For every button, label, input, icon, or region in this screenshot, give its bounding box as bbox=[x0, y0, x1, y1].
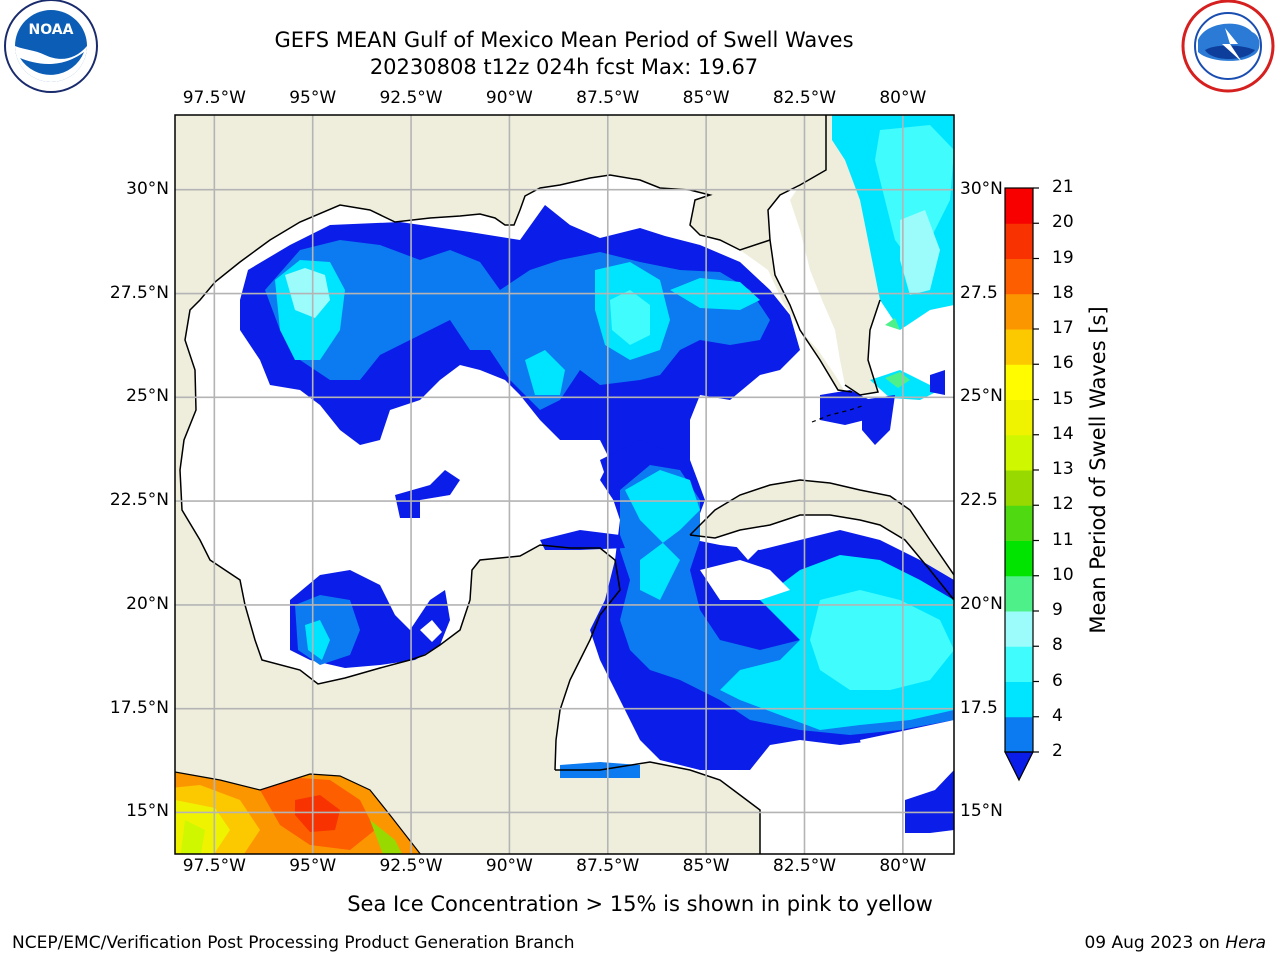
y-tick-label-left: 22.5°N bbox=[109, 490, 169, 511]
x-tick-label-top: 90°W bbox=[485, 88, 533, 108]
y-tick-label-left: 15°N bbox=[126, 801, 169, 822]
chart-title: GEFS MEAN Gulf of Mexico Mean Period of … bbox=[274, 28, 854, 52]
y-tick-label-left: 27.5°N bbox=[109, 282, 169, 303]
footer-date-text: 09 Aug 2023 on bbox=[1084, 933, 1226, 953]
y-tick-label-left: 17.5°N bbox=[109, 697, 169, 718]
nws-logo bbox=[1181, 0, 1275, 93]
x-tick-label-bottom: 80°W bbox=[879, 856, 927, 876]
colorbar-tick-label: 10 bbox=[1052, 564, 1074, 585]
colorbar-tick-label: 13 bbox=[1052, 459, 1074, 479]
colorbar-tick-label: 11 bbox=[1052, 529, 1074, 550]
y-tick-label-right: 15°N bbox=[960, 801, 1003, 822]
colorbar-segment bbox=[1005, 470, 1033, 506]
noaa-logo: NOAA bbox=[4, 0, 98, 93]
x-tick-label-top: 85°W bbox=[682, 88, 730, 108]
colorbar-tick-label: 18 bbox=[1052, 282, 1074, 303]
y-tick-label-right: 20°N bbox=[960, 593, 1003, 614]
land-north-america bbox=[175, 115, 954, 854]
colorbar-segment bbox=[1005, 399, 1033, 436]
colorbar-tick-label: 9 bbox=[1052, 600, 1063, 620]
colorbar-tick-label: 17 bbox=[1052, 318, 1074, 338]
colorbar-segment bbox=[1005, 364, 1033, 400]
footer-host: Hera bbox=[1225, 933, 1266, 953]
colorbar-tick-label: 4 bbox=[1052, 705, 1063, 726]
x-tick-label-top: 95°W bbox=[289, 88, 337, 108]
y-tick-label-left: 30°N bbox=[126, 178, 169, 199]
noaa-logo-text: NOAA bbox=[29, 22, 74, 38]
colorbar-extend-arrow bbox=[1004, 751, 1034, 782]
x-tick-label-top: 92.5°W bbox=[379, 88, 443, 108]
colorbar-tick-label: 19 bbox=[1052, 247, 1074, 268]
land-cuba bbox=[690, 480, 954, 600]
colorbar-tick-label: 21 bbox=[1052, 177, 1074, 197]
x-tick-label-bottom: 97.5°W bbox=[182, 856, 246, 876]
y-tick-label-right: 25°N bbox=[960, 386, 1003, 407]
colorbar-segment bbox=[1005, 223, 1033, 259]
x-tick-label-bottom: 90°W bbox=[485, 856, 533, 876]
x-tick-label-bottom: 85°W bbox=[682, 856, 730, 876]
x-tick-label-top: 82.5°W bbox=[772, 88, 837, 108]
colorbar-label: Mean Period of Swell Waves [s] bbox=[1086, 306, 1110, 634]
colorbar-tick-label: 20 bbox=[1052, 212, 1074, 233]
colorbar-tick-label: 2 bbox=[1052, 741, 1063, 761]
colorbar-segment bbox=[1005, 188, 1033, 224]
colorbar-tick-label: 16 bbox=[1052, 353, 1074, 374]
colorbar-tick-label: 6 bbox=[1052, 670, 1063, 691]
x-tick-label-top: 80°W bbox=[879, 88, 927, 108]
y-tick-label-right: 17.5 bbox=[960, 697, 998, 718]
colorbar-segment bbox=[1005, 434, 1033, 471]
footer-date: 09 Aug 2023 on Hera bbox=[1084, 933, 1266, 953]
y-tick-label-left: 20°N bbox=[126, 593, 169, 614]
swell-field bbox=[240, 115, 954, 833]
chart-subtitle: 20230808 t12z 024h fcst Max: 19.67 bbox=[369, 55, 759, 79]
y-tick-label-left: 25°N bbox=[126, 386, 169, 407]
y-tick-label-right: 22.5 bbox=[960, 490, 998, 511]
colorbar-segment bbox=[1005, 646, 1033, 682]
y-tick-label-right: 30°N bbox=[960, 178, 1003, 199]
colorbar-segment bbox=[1005, 540, 1033, 577]
x-tick-label-bottom: 82.5°W bbox=[772, 856, 837, 876]
y-tick-label-right: 27.5 bbox=[960, 282, 998, 303]
x-tick-label-bottom: 95°W bbox=[289, 856, 337, 876]
sea-ice-note: Sea Ice Concentration > 15% is shown in … bbox=[347, 892, 933, 916]
colorbar-segment bbox=[1005, 681, 1033, 718]
colorbar-tick-label: 14 bbox=[1052, 423, 1074, 444]
colorbar-segment bbox=[1005, 611, 1033, 647]
footer-credit: NCEP/EMC/Verification Post Processing Pr… bbox=[12, 933, 575, 953]
x-tick-label-bottom: 92.5°W bbox=[379, 856, 443, 876]
colorbar-tick-label: 15 bbox=[1052, 388, 1074, 409]
colorbar-segment bbox=[1005, 329, 1033, 365]
x-tick-label-top: 97.5°W bbox=[182, 88, 246, 108]
x-tick-label-bottom: 87.5°W bbox=[576, 856, 640, 876]
colorbar bbox=[1004, 187, 1039, 782]
map-gridlines bbox=[175, 115, 954, 854]
map-frame bbox=[174, 114, 955, 855]
colorbar-tick-label: 12 bbox=[1052, 494, 1074, 515]
colorbar-tick-label: 8 bbox=[1052, 635, 1063, 656]
colorbar-segment bbox=[1005, 716, 1033, 753]
x-tick-label-top: 87.5°W bbox=[576, 88, 640, 108]
colorbar-segment bbox=[1005, 575, 1033, 612]
colorbar-segment bbox=[1005, 258, 1033, 295]
colorbar-segment bbox=[1005, 293, 1033, 330]
colorbar-segment bbox=[1005, 505, 1033, 541]
